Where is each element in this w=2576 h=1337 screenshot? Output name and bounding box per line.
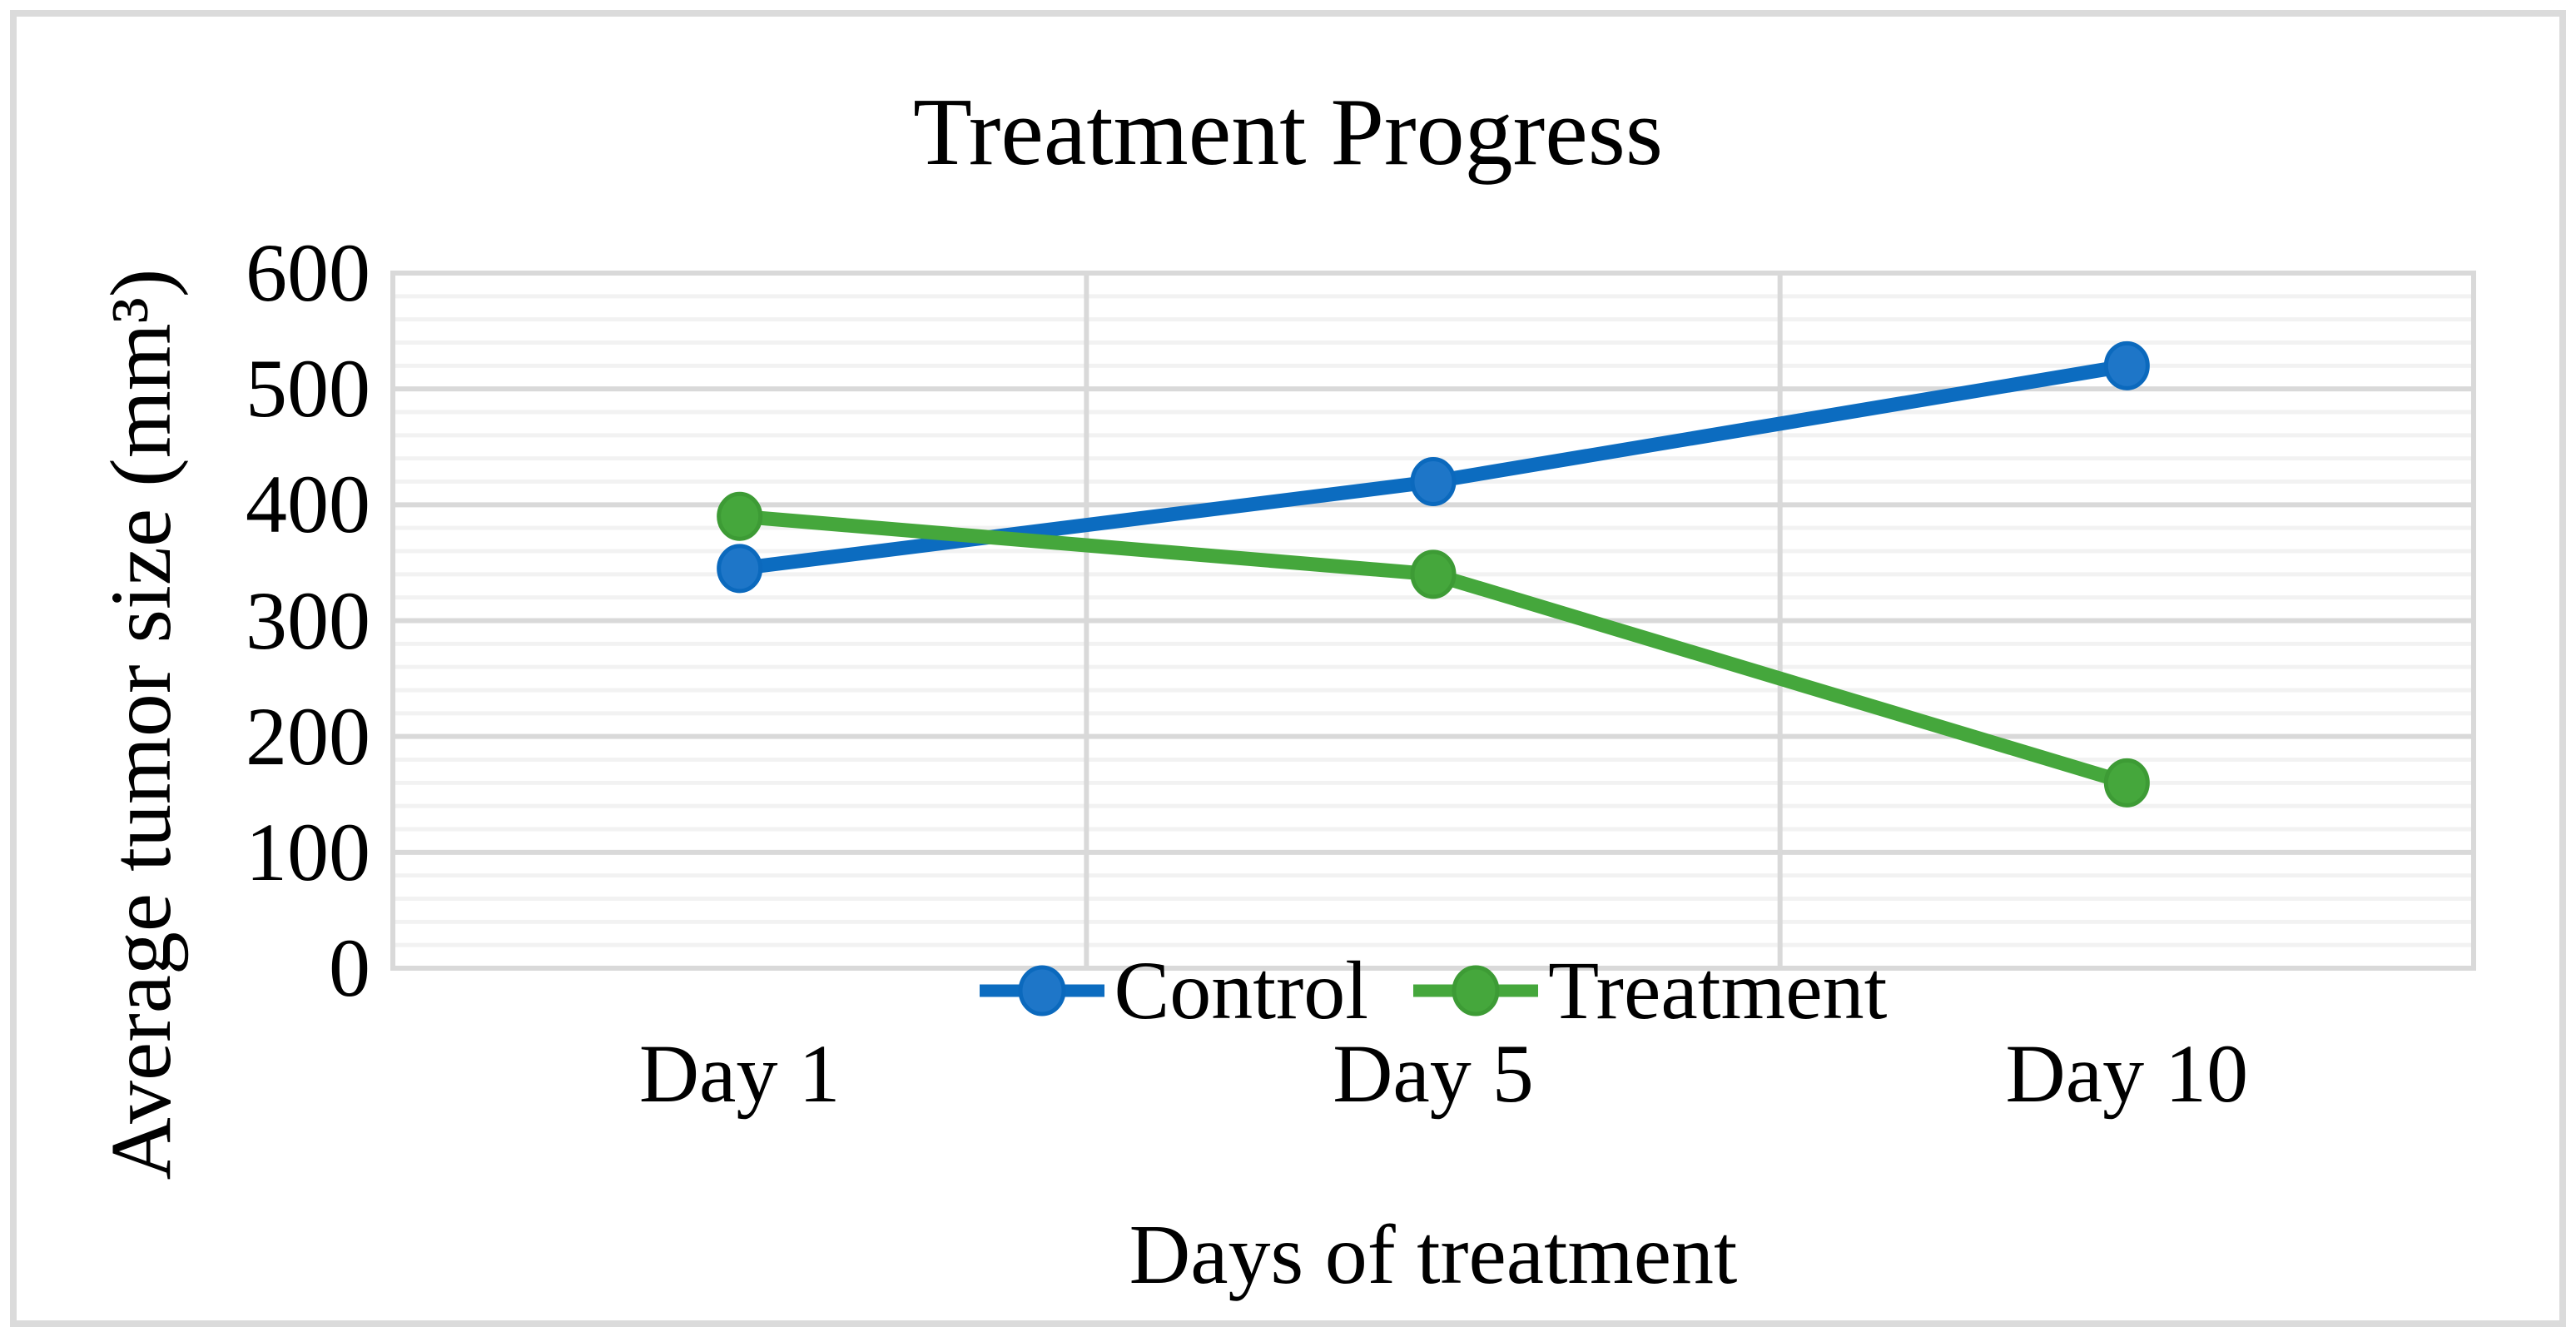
data-point-marker-treatment (1410, 549, 1457, 599)
y-tick-label: 200 (246, 689, 370, 783)
legend-marker-icon (1452, 965, 1500, 1016)
data-point-marker-control (2103, 340, 2150, 390)
y-tick-label: 400 (246, 458, 370, 551)
data-point-marker-treatment (717, 491, 763, 541)
x-tick-label: Day 5 (1333, 1027, 1534, 1120)
legend-swatch-treatment (1413, 965, 1539, 1016)
chart-title: Treatment Progress (912, 79, 1664, 186)
legend: Control Treatment (393, 949, 2474, 1032)
y-tick-label: 300 (246, 574, 370, 667)
x-tick-label: Day 1 (638, 1027, 841, 1120)
legend-item-treatment: Treatment (1413, 949, 1887, 1032)
plot-border (390, 271, 2476, 971)
y-tick-label: 500 (246, 342, 370, 435)
data-point-marker-treatment (2103, 758, 2150, 808)
x-axis-title: Days of treatment (1129, 1208, 1738, 1302)
legend-label: Control (1114, 944, 1369, 1036)
y-tick-label: 0 (329, 922, 370, 1014)
legend-label: Treatment (1548, 944, 1888, 1036)
legend-item-control: Control (979, 944, 1369, 1036)
data-point-marker-control (1410, 457, 1457, 506)
y-tick-label: 100 (246, 805, 370, 898)
x-tick-label: Day 10 (2005, 1027, 2249, 1120)
data-point-marker-control (717, 544, 763, 594)
y-tick-label: 600 (246, 226, 370, 319)
legend-marker-icon (1018, 965, 1066, 1016)
legend-swatch-control (979, 965, 1104, 1016)
